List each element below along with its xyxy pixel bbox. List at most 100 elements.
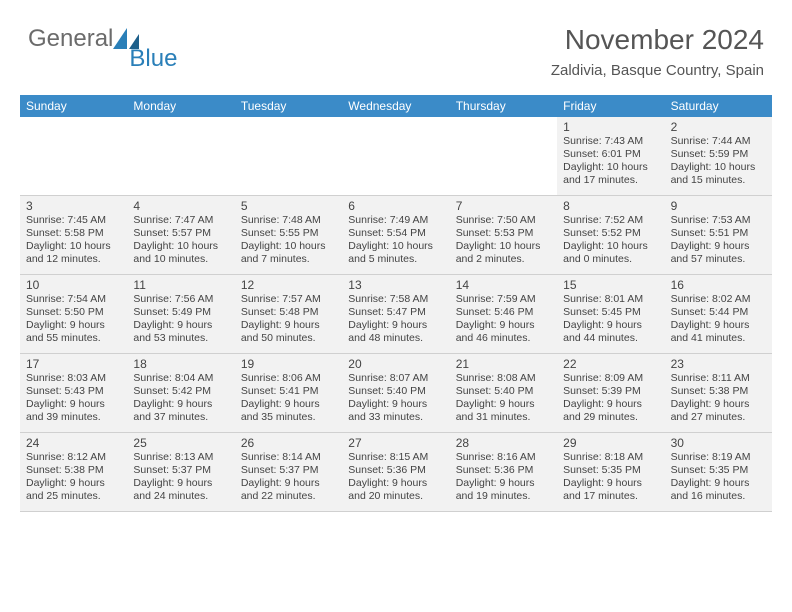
day-sunset: Sunset: 5:37 PM [241,464,336,477]
day-sunrise: Sunrise: 8:15 AM [348,451,443,464]
day-cell: 4Sunrise: 7:47 AMSunset: 5:57 PMDaylight… [127,196,234,274]
day-sunrise: Sunrise: 8:04 AM [133,372,228,385]
day-daylight1: Daylight: 10 hours [241,240,336,253]
day-sunset: Sunset: 5:38 PM [671,385,766,398]
day-sunset: Sunset: 5:38 PM [26,464,121,477]
empty-cell [450,117,557,195]
day-sunrise: Sunrise: 7:57 AM [241,293,336,306]
day-daylight2: and 29 minutes. [563,411,658,424]
day-daylight1: Daylight: 9 hours [133,319,228,332]
day-cell: 23Sunrise: 8:11 AMSunset: 5:38 PMDayligh… [665,354,772,432]
day-daylight1: Daylight: 10 hours [563,161,658,174]
day-number: 6 [348,199,443,213]
day-cell: 26Sunrise: 8:14 AMSunset: 5:37 PMDayligh… [235,433,342,511]
day-cell: 25Sunrise: 8:13 AMSunset: 5:37 PMDayligh… [127,433,234,511]
logo-text-blue: Blue [129,45,177,73]
day-sunrise: Sunrise: 8:19 AM [671,451,766,464]
day-sunset: Sunset: 5:35 PM [671,464,766,477]
day-daylight2: and 17 minutes. [563,174,658,187]
day-sunset: Sunset: 5:36 PM [456,464,551,477]
empty-cell [127,117,234,195]
day-sunset: Sunset: 5:45 PM [563,306,658,319]
day-daylight1: Daylight: 9 hours [241,319,336,332]
day-daylight1: Daylight: 10 hours [133,240,228,253]
day-sunrise: Sunrise: 7:49 AM [348,214,443,227]
dow-header-row: SundayMondayTuesdayWednesdayThursdayFrid… [20,95,772,117]
dow-header-cell: Wednesday [342,95,449,117]
day-cell: 19Sunrise: 8:06 AMSunset: 5:41 PMDayligh… [235,354,342,432]
day-cell: 14Sunrise: 7:59 AMSunset: 5:46 PMDayligh… [450,275,557,353]
dow-header-cell: Tuesday [235,95,342,117]
day-number: 28 [456,436,551,450]
day-sunset: Sunset: 5:49 PM [133,306,228,319]
day-number: 9 [671,199,766,213]
day-daylight1: Daylight: 10 hours [671,161,766,174]
week-row: 24Sunrise: 8:12 AMSunset: 5:38 PMDayligh… [20,433,772,512]
day-sunrise: Sunrise: 7:48 AM [241,214,336,227]
day-number: 8 [563,199,658,213]
day-daylight2: and 19 minutes. [456,490,551,503]
day-daylight2: and 25 minutes. [26,490,121,503]
brand-logo: General Blue [28,24,193,53]
day-sunrise: Sunrise: 8:08 AM [456,372,551,385]
day-number: 30 [671,436,766,450]
day-daylight2: and 17 minutes. [563,490,658,503]
day-daylight1: Daylight: 9 hours [456,319,551,332]
day-daylight1: Daylight: 9 hours [671,319,766,332]
day-sunset: Sunset: 5:46 PM [456,306,551,319]
day-daylight1: Daylight: 9 hours [456,477,551,490]
day-daylight2: and 2 minutes. [456,253,551,266]
day-cell: 24Sunrise: 8:12 AMSunset: 5:38 PMDayligh… [20,433,127,511]
day-sunset: Sunset: 5:47 PM [348,306,443,319]
day-sunrise: Sunrise: 7:47 AM [133,214,228,227]
day-sunset: Sunset: 5:43 PM [26,385,121,398]
day-sunrise: Sunrise: 8:16 AM [456,451,551,464]
day-number: 20 [348,357,443,371]
day-sunset: Sunset: 5:50 PM [26,306,121,319]
day-sunset: Sunset: 5:35 PM [563,464,658,477]
day-daylight2: and 10 minutes. [133,253,228,266]
day-cell: 13Sunrise: 7:58 AMSunset: 5:47 PMDayligh… [342,275,449,353]
day-sunrise: Sunrise: 7:52 AM [563,214,658,227]
day-sunset: Sunset: 5:40 PM [456,385,551,398]
day-number: 12 [241,278,336,292]
day-sunrise: Sunrise: 7:59 AM [456,293,551,306]
day-number: 26 [241,436,336,450]
day-sunset: Sunset: 6:01 PM [563,148,658,161]
dow-header-cell: Monday [127,95,234,117]
day-number: 13 [348,278,443,292]
day-sunset: Sunset: 5:36 PM [348,464,443,477]
day-sunset: Sunset: 5:41 PM [241,385,336,398]
day-daylight1: Daylight: 9 hours [133,477,228,490]
day-sunrise: Sunrise: 8:01 AM [563,293,658,306]
day-sunrise: Sunrise: 8:11 AM [671,372,766,385]
day-sunset: Sunset: 5:51 PM [671,227,766,240]
day-sunrise: Sunrise: 7:43 AM [563,135,658,148]
day-number: 22 [563,357,658,371]
day-cell: 29Sunrise: 8:18 AMSunset: 5:35 PMDayligh… [557,433,664,511]
day-daylight1: Daylight: 10 hours [26,240,121,253]
day-sunset: Sunset: 5:57 PM [133,227,228,240]
day-daylight2: and 41 minutes. [671,332,766,345]
week-row: 1Sunrise: 7:43 AMSunset: 6:01 PMDaylight… [20,117,772,196]
day-daylight2: and 35 minutes. [241,411,336,424]
day-daylight2: and 27 minutes. [671,411,766,424]
day-daylight2: and 0 minutes. [563,253,658,266]
month-title: November 2024 [551,24,764,56]
day-number: 18 [133,357,228,371]
day-daylight1: Daylight: 9 hours [26,319,121,332]
day-cell: 16Sunrise: 8:02 AMSunset: 5:44 PMDayligh… [665,275,772,353]
day-daylight1: Daylight: 9 hours [348,319,443,332]
day-sunrise: Sunrise: 7:58 AM [348,293,443,306]
day-daylight1: Daylight: 9 hours [563,319,658,332]
day-daylight2: and 20 minutes. [348,490,443,503]
day-sunrise: Sunrise: 8:09 AM [563,372,658,385]
week-row: 3Sunrise: 7:45 AMSunset: 5:58 PMDaylight… [20,196,772,275]
day-sunset: Sunset: 5:44 PM [671,306,766,319]
day-number: 16 [671,278,766,292]
day-sunrise: Sunrise: 7:54 AM [26,293,121,306]
day-daylight2: and 7 minutes. [241,253,336,266]
day-sunrise: Sunrise: 8:13 AM [133,451,228,464]
day-sunrise: Sunrise: 8:07 AM [348,372,443,385]
day-cell: 22Sunrise: 8:09 AMSunset: 5:39 PMDayligh… [557,354,664,432]
